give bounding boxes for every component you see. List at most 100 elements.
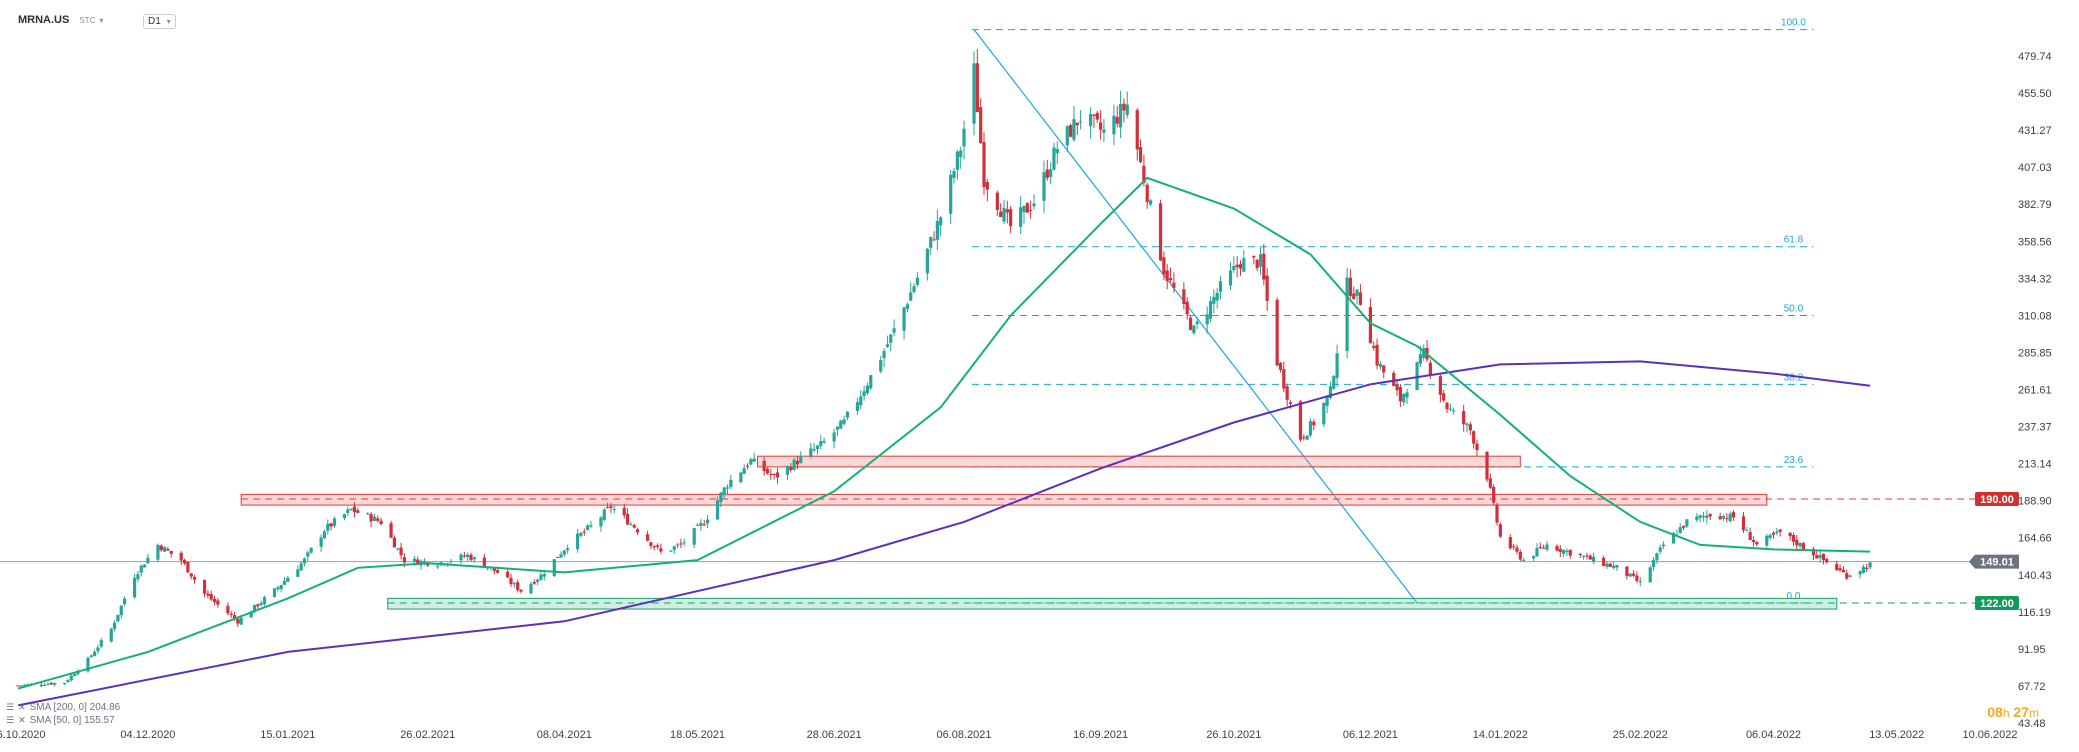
close-icon[interactable]: ✕ <box>18 702 26 712</box>
candle-body <box>449 561 453 563</box>
candle-body <box>1705 515 1709 519</box>
candle-body <box>1638 581 1642 583</box>
candle-body <box>1535 548 1539 557</box>
x-tick-label: 26.10.2021 <box>1206 729 1261 741</box>
candle-body <box>1312 421 1316 426</box>
candle-body <box>192 577 197 580</box>
candle-body <box>819 441 823 447</box>
candle-body <box>1865 567 1869 570</box>
candle-body <box>1378 363 1383 367</box>
candle-body <box>1122 103 1126 111</box>
candle-body <box>1858 571 1862 575</box>
candle-body <box>272 588 277 597</box>
candle-body <box>1032 203 1036 207</box>
candle-body <box>1288 402 1293 404</box>
candle-body <box>119 605 123 616</box>
candle-body <box>745 465 750 467</box>
candle-body <box>99 640 103 647</box>
session-label: STC <box>79 15 96 25</box>
close-icon[interactable]: ✕ <box>18 715 26 725</box>
legend-sma50-label: SMA [50, 0] 155.57 <box>29 715 115 726</box>
resistance-zone <box>240 493 1768 506</box>
candle-body <box>1465 423 1469 426</box>
candle-body <box>1405 392 1409 398</box>
candle-body <box>939 217 943 226</box>
candle-body <box>1755 541 1759 545</box>
candle-body <box>929 236 933 248</box>
candle-body <box>212 598 217 603</box>
resistance-price-label-bg <box>1975 491 2019 506</box>
session-selector[interactable]: STC ▾ <box>79 16 103 25</box>
candle-body <box>935 220 939 240</box>
candle-body <box>136 574 140 580</box>
candle-body <box>1815 555 1819 559</box>
timer-minutes-unit: m <box>2029 706 2039 720</box>
candle-body <box>1678 527 1682 533</box>
candle-body <box>1322 402 1326 425</box>
candle-body <box>769 473 773 476</box>
candle-body <box>1285 386 1289 400</box>
candle-body <box>1718 516 1722 520</box>
candle-body <box>379 520 383 524</box>
candle-body <box>249 611 253 618</box>
support-price-label-bg <box>1975 595 2019 610</box>
candle-body <box>302 558 307 564</box>
candle-body <box>889 334 893 343</box>
y-tick-label: 164.66 <box>2018 533 2052 545</box>
candle-body <box>182 559 187 564</box>
candle-body <box>1172 282 1176 288</box>
candle-body <box>1022 205 1026 213</box>
candle-body <box>49 682 53 685</box>
symbol-label[interactable]: MRNA.US <box>18 14 70 26</box>
candle-body <box>679 543 683 545</box>
candle-body <box>752 458 756 462</box>
candle-body <box>346 509 350 513</box>
candle-body <box>1771 532 1776 535</box>
candle-body <box>1125 104 1129 115</box>
candle-body <box>892 328 896 333</box>
x-tick-label: 06.08.2021 <box>936 729 991 741</box>
candle-body <box>542 574 546 577</box>
candle-body <box>506 571 510 578</box>
candle-body <box>1532 556 1536 559</box>
candle-body <box>402 557 407 563</box>
candle-body <box>252 604 257 612</box>
candle-body <box>1148 200 1153 205</box>
x-tick-label: 26.10.2020 <box>0 729 46 741</box>
candle-body <box>1368 307 1373 344</box>
legend-sma50[interactable]: ☰ ✕ SMA [50, 0] 155.57 <box>6 715 115 726</box>
candle-body <box>1835 564 1839 571</box>
x-tick-label: 10.06.2022 <box>1962 729 2017 741</box>
x-tick-label: 26.02.2021 <box>400 729 455 741</box>
candle-body <box>556 556 560 558</box>
candle-body <box>1092 114 1096 116</box>
candle-body <box>559 554 563 558</box>
x-tick-label: 16.09.2021 <box>1073 729 1128 741</box>
timeframe-selector[interactable]: D1 ▾ <box>143 14 176 29</box>
candle-body <box>1029 209 1033 211</box>
candle-body <box>1335 353 1339 378</box>
candle-body <box>1188 317 1193 330</box>
candle-body <box>1265 275 1269 301</box>
list-icon[interactable]: ☰ <box>6 702 15 712</box>
list-icon[interactable]: ☰ <box>6 715 15 725</box>
candle-body <box>1745 530 1749 532</box>
legend-sma200[interactable]: ☰ ✕ SMA [200, 0] 204.86 <box>6 702 120 713</box>
x-tick-label: 25.02.2022 <box>1613 729 1668 741</box>
candle-body <box>169 550 173 554</box>
candle-body <box>729 479 733 488</box>
candle-body <box>202 580 207 594</box>
candle-body <box>1348 277 1353 296</box>
candle-body <box>1205 314 1209 325</box>
candle-body <box>232 615 237 619</box>
candle-body <box>1392 372 1396 387</box>
candle-body <box>1402 393 1406 403</box>
x-tick-label: 28.06.2021 <box>807 729 862 741</box>
candle-body <box>749 459 753 465</box>
candle-body <box>93 651 97 657</box>
candle-body <box>1558 548 1562 552</box>
candle-body <box>69 675 73 681</box>
candle-body <box>462 555 466 557</box>
candle-body <box>576 533 580 550</box>
